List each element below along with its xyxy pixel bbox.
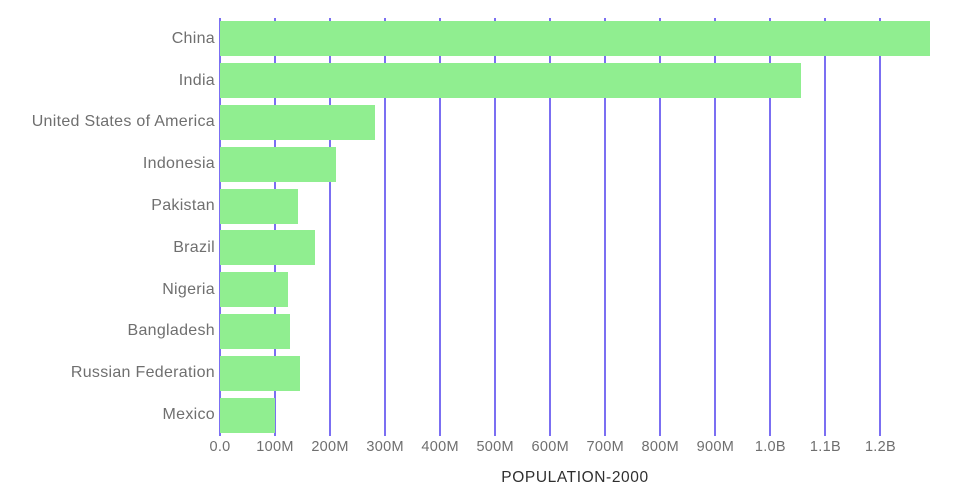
y-axis-label: United States of America — [31, 113, 215, 131]
bar-united-states-of-america — [220, 105, 376, 140]
y-axis-label: India — [178, 71, 215, 89]
x-axis-tick-label: 200M — [311, 439, 349, 455]
gridline — [604, 18, 607, 436]
x-axis-tick-label: 0.0 — [209, 439, 231, 455]
x-axis-tick-label: 1.2B — [864, 439, 896, 455]
gridline — [549, 18, 552, 436]
bar-china — [220, 21, 930, 57]
gridline — [439, 18, 442, 436]
plot-area — [219, 18, 930, 436]
bar-russian-federation — [220, 355, 301, 391]
bar-brazil — [220, 230, 316, 266]
gridline — [494, 18, 497, 436]
bar-india — [220, 63, 802, 99]
chart-title: POPULATION-2000 — [501, 469, 649, 486]
gridline — [769, 18, 772, 436]
y-axis-label: Indonesia — [142, 155, 215, 173]
x-axis-tick-label: 900M — [696, 439, 735, 455]
gridline — [824, 18, 827, 436]
bar-bangladesh — [220, 314, 291, 349]
y-axis-label: Pakistan — [151, 197, 215, 215]
x-axis-tick-label: 400M — [421, 439, 459, 455]
y-axis-label: Nigeria — [162, 280, 215, 298]
x-axis-tick-label: 100M — [256, 439, 294, 455]
y-axis-label: Brazil — [173, 238, 215, 256]
x-axis-tick-label: 500M — [476, 439, 514, 455]
y-axis-label: Mexico — [162, 406, 215, 424]
gridline — [219, 18, 221, 436]
gridline — [329, 18, 332, 436]
gridline — [384, 18, 387, 436]
x-axis-tick-label: 800M — [641, 439, 680, 455]
bar-indonesia — [220, 146, 337, 182]
gridline — [274, 18, 277, 436]
x-axis-tick-label: 1.0B — [754, 439, 786, 455]
gridline — [879, 18, 882, 436]
gridline — [659, 18, 662, 436]
y-axis-label: Bangladesh — [127, 322, 215, 340]
bar-pakistan — [220, 188, 298, 224]
bar-nigeria — [220, 272, 288, 308]
gridline — [714, 18, 717, 436]
x-axis-tick-label: 700M — [586, 439, 625, 455]
bar-mexico — [220, 397, 276, 433]
x-axis-tick-label: 600M — [531, 439, 569, 455]
y-axis-label: Russian Federation — [70, 364, 215, 382]
x-axis-tick-label: 300M — [366, 439, 404, 455]
x-axis-tick-label: 1.1B — [809, 439, 841, 455]
y-axis-label: China — [171, 29, 215, 47]
